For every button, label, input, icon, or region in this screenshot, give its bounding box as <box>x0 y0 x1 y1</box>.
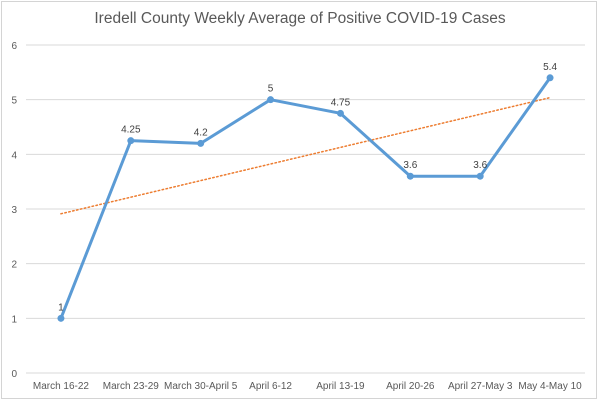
x-tick-label: March 23-29 <box>103 381 160 392</box>
data-label: 4.2 <box>194 127 208 138</box>
x-tick-label: April 13-19 <box>316 381 365 392</box>
x-axis-ticks: March 16-22 March 23-29 March 30-April 5 Ap… <box>33 381 582 392</box>
y-tick-label: 3 <box>11 205 17 216</box>
y-axis-ticks: 0 1 2 3 4 5 6 <box>11 41 17 380</box>
x-tick-label: April 6-12 <box>249 381 292 392</box>
series-layer <box>57 74 554 322</box>
data-point <box>336 109 344 117</box>
y-tick-label: 6 <box>11 41 17 52</box>
trendline <box>60 96 551 215</box>
gridlines <box>26 44 585 374</box>
x-tick-label: May 4-May 10 <box>518 381 582 392</box>
y-tick-label: 2 <box>11 260 17 271</box>
data-point <box>197 139 205 147</box>
data-point <box>127 137 135 145</box>
x-tick-label: March 30-April 5 <box>164 381 238 392</box>
data-label: 3.6 <box>473 160 487 171</box>
series-line <box>59 76 552 320</box>
y-tick-label: 0 <box>11 369 17 380</box>
y-tick-label: 4 <box>11 150 17 161</box>
y-tick-label: 5 <box>11 96 17 107</box>
data-point <box>267 96 275 104</box>
y-tick-label: 1 <box>11 314 17 325</box>
x-tick-label: March 16-22 <box>33 381 90 392</box>
x-tick-label: April 27-May 3 <box>448 381 513 392</box>
data-labels: 14.25 4.254.753.6 3.65.4 <box>58 62 557 314</box>
data-label: 3.6 <box>403 160 417 171</box>
data-label: 5.4 <box>543 62 557 73</box>
data-label: 4.75 <box>331 97 351 108</box>
x-tick-label: April 20-26 <box>386 381 435 392</box>
data-point <box>546 74 554 82</box>
data-label: 4.25 <box>121 125 141 136</box>
chart-title: Iredell County Weekly Average of Positiv… <box>94 10 506 27</box>
trendline-layer <box>60 96 551 215</box>
data-point <box>476 172 484 180</box>
data-point <box>406 172 414 180</box>
data-label: 1 <box>58 302 64 313</box>
data-point <box>57 314 65 322</box>
data-label: 5 <box>268 84 274 95</box>
